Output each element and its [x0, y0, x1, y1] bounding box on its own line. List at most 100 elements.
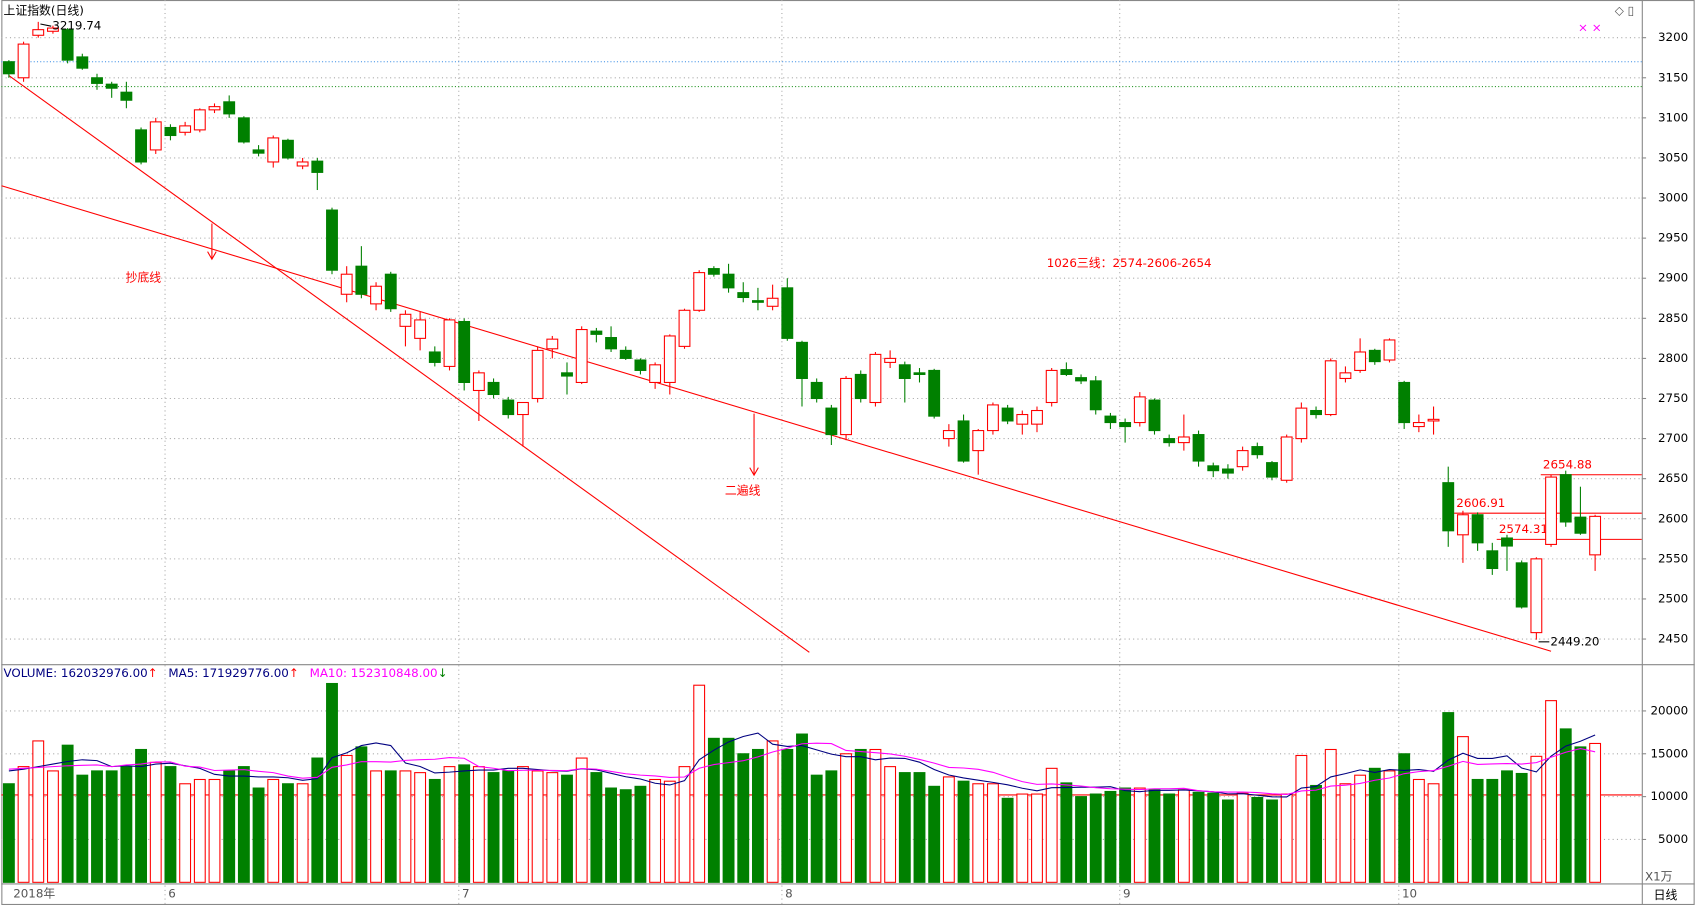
y-tick-label: 20000	[1650, 703, 1688, 717]
volume-bar	[751, 748, 764, 883]
volume-bar	[972, 783, 985, 883]
candle-body	[1148, 399, 1161, 432]
volume-bar	[1398, 753, 1411, 883]
toolbar-icon[interactable]: ◇ ▯	[1615, 3, 1634, 17]
volume-bar	[237, 766, 250, 883]
volume-bar	[208, 778, 221, 883]
volume-bar	[472, 766, 485, 883]
candle-body	[252, 149, 265, 154]
candle-body	[605, 337, 617, 350]
candle-body	[898, 364, 911, 379]
y-tick-label: 2900	[1658, 271, 1688, 285]
volume-bar	[546, 772, 559, 883]
candle-body	[884, 357, 897, 363]
y-tick-label: 3000	[1658, 191, 1688, 205]
volume-bar	[737, 753, 750, 883]
y-tick-label: 5000	[1658, 832, 1688, 846]
volume-bar	[105, 770, 118, 883]
candle-body	[1060, 369, 1073, 375]
level-label: 2574.31	[1499, 522, 1548, 536]
candle-body	[76, 56, 89, 69]
trend-arrow: ↓	[438, 665, 448, 679]
candle-body	[1163, 438, 1176, 444]
candle-body	[414, 319, 427, 339]
candle-body	[428, 351, 441, 363]
volume-header: VOLUME: 162032976.00↑ MA5: 171929776.00↑ M…	[3, 665, 447, 679]
annotation: 1026三线：2574-2606-2654	[1047, 256, 1212, 270]
candle-body	[1530, 558, 1543, 634]
volume-bar	[428, 778, 441, 883]
candle-body	[751, 300, 764, 303]
volume-bar	[1589, 742, 1602, 883]
candle-body	[1515, 562, 1528, 608]
volume-bar	[326, 682, 338, 883]
y-tick-label: 2950	[1658, 231, 1688, 245]
candle-body	[1075, 377, 1087, 382]
candle-body	[840, 377, 852, 436]
candle-body	[986, 404, 999, 432]
ma-line	[8, 732, 1596, 798]
candle-body	[1412, 422, 1425, 428]
volume-bar	[663, 780, 676, 883]
volume-bar	[120, 766, 133, 883]
volume-bar	[502, 770, 515, 883]
candle-body	[634, 359, 647, 371]
volume-bar	[1251, 796, 1264, 883]
period-label: 日线	[1654, 888, 1678, 902]
volume-bar	[1442, 712, 1455, 883]
volume-bar	[531, 770, 544, 883]
volume-bar	[840, 753, 852, 883]
volume-bar	[1119, 787, 1132, 883]
volume-bar	[796, 733, 808, 883]
candle-body	[1177, 436, 1190, 444]
candle-body	[546, 338, 559, 350]
candle-body	[1324, 360, 1337, 416]
candle-body	[46, 27, 59, 32]
candle-body	[281, 139, 294, 159]
volume-bar	[223, 770, 236, 883]
candle-body	[1221, 468, 1234, 474]
level-label: 2606.91	[1456, 496, 1505, 510]
volume-bar	[825, 770, 838, 883]
candle-body	[32, 29, 45, 36]
candle-body	[237, 117, 250, 143]
volume-bar	[1368, 767, 1381, 883]
volume-bar	[869, 748, 882, 883]
volume-bar	[1060, 782, 1073, 883]
marker: × ×	[1578, 21, 1602, 35]
volume-bar	[854, 748, 867, 883]
candle-body	[781, 287, 794, 339]
candle-body	[1383, 339, 1396, 361]
candle-body	[472, 372, 485, 392]
volume-bar	[399, 770, 412, 883]
candle-body	[1486, 550, 1499, 570]
candle-body	[370, 285, 383, 305]
candle-body	[61, 29, 74, 61]
y-tick-label: 2550	[1658, 551, 1688, 565]
volume-bar	[693, 684, 706, 883]
volume-bar	[1104, 790, 1117, 883]
x-tick-label: 10	[1402, 887, 1417, 901]
candle-body	[1427, 418, 1440, 422]
volume-bar	[1266, 799, 1278, 883]
low-label: 2449.20	[1550, 634, 1599, 648]
volume-bar	[1354, 774, 1367, 883]
volume-bar	[76, 774, 89, 883]
candle-body	[1104, 415, 1117, 424]
candle-body	[2, 61, 15, 75]
volume-bar	[1031, 793, 1043, 883]
volume-bar	[1501, 770, 1513, 883]
candle-body	[399, 313, 412, 327]
y-tick-label: 2750	[1658, 391, 1688, 405]
candle-body	[223, 101, 236, 115]
volume-bar	[1089, 793, 1102, 883]
volume-bar	[340, 754, 353, 883]
candle-body	[561, 372, 573, 377]
candle-body	[825, 407, 838, 436]
volume-bar	[1574, 746, 1587, 883]
candle-body	[516, 401, 529, 416]
candle-body	[678, 309, 691, 347]
y-tick-label: 2650	[1658, 471, 1688, 485]
candle-body	[1266, 462, 1278, 478]
